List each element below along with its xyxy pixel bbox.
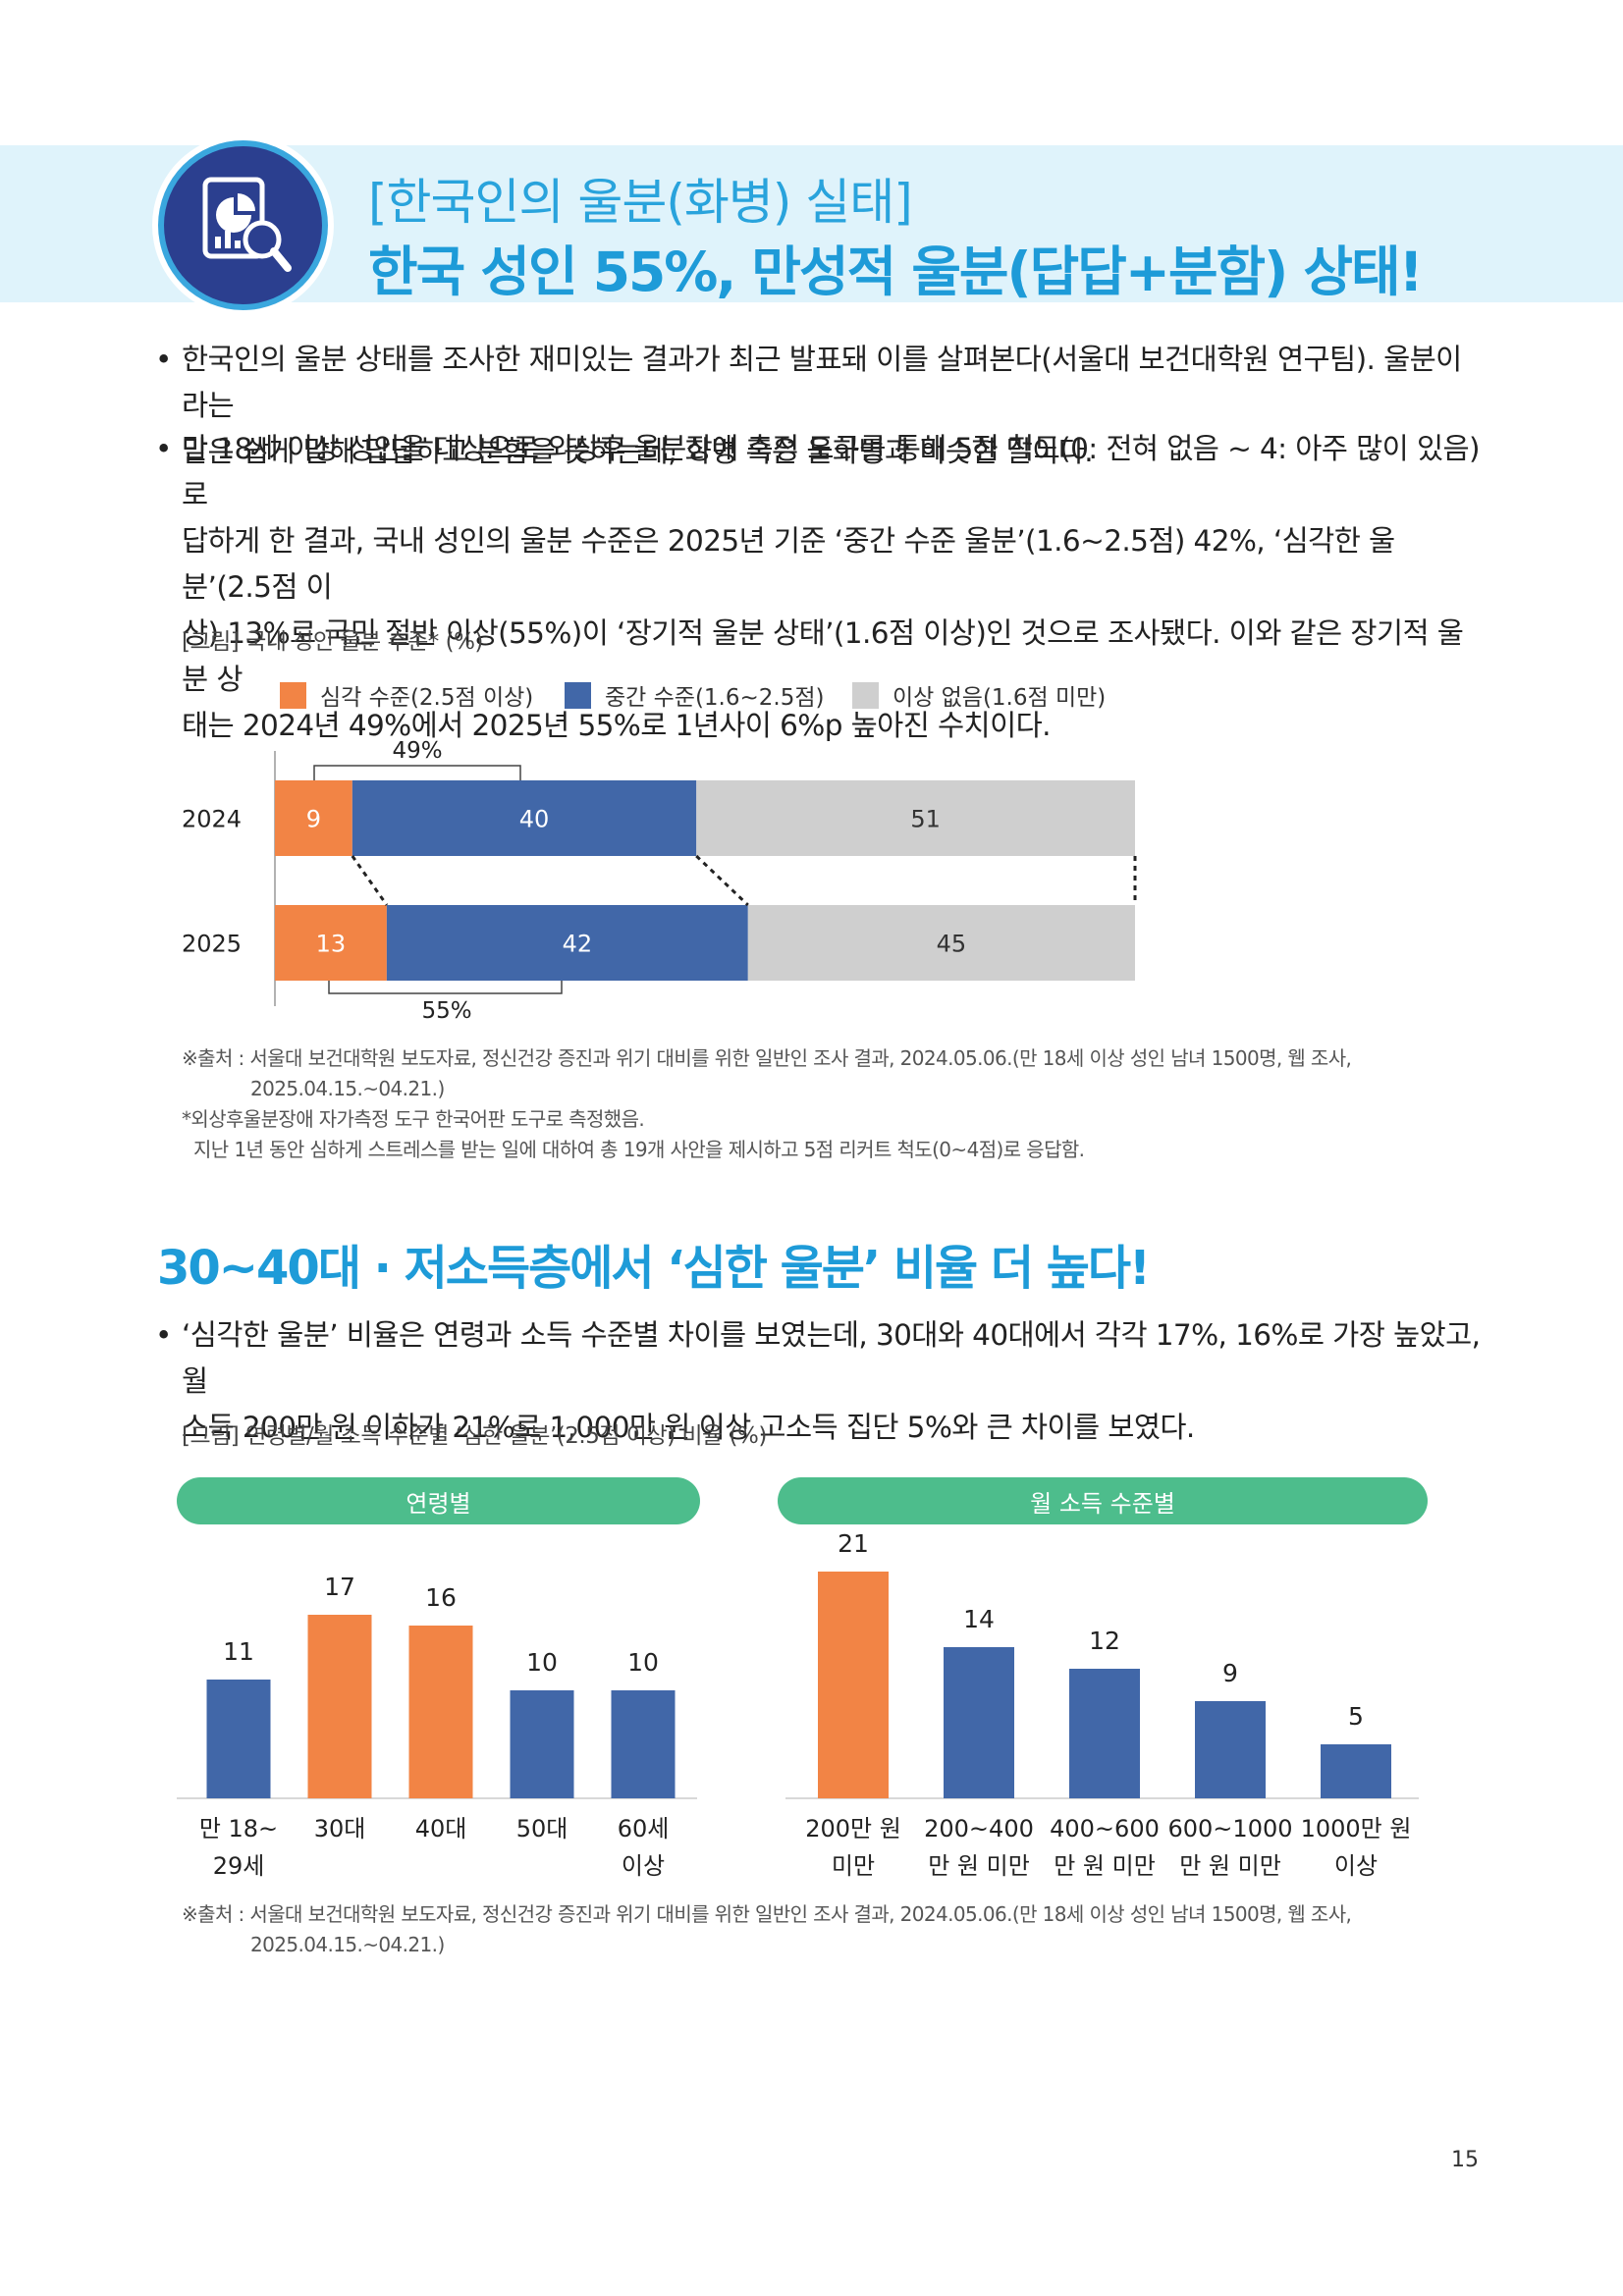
figure2-note: ※출처 : 서울대 보건대학원 보도자료, 정신건강 증진과 위기 대비를 위한… <box>182 1902 1352 1926</box>
intro-bullet-1: • 한국인의 울분 상태를 조사한 재미있는 결과가 최근 발표돼 이를 살펴본… <box>155 337 1483 475</box>
legend-item: 이상 없음(1.6점 미만) <box>852 677 1106 713</box>
income-bar-chart: 21 14 12 9 5 <box>785 1531 1419 1799</box>
bullet-line: 한국인의 울분 상태를 조사한 재미있는 결과가 최근 발표돼 이를 살펴본다(… <box>182 343 1462 422</box>
stacked-bar-segment <box>352 780 697 856</box>
data-label: 13 <box>316 931 347 958</box>
bar <box>1321 1744 1391 1798</box>
x-tick-label: 600~1000 만 원 미만 <box>1167 1815 1293 1880</box>
bracket <box>328 981 563 994</box>
page-number: 15 <box>1451 2148 1479 2172</box>
figure1-note: ※출처 : 서울대 보건대학원 보도자료, 정신건강 증진과 위기 대비를 위한… <box>182 1046 1352 1070</box>
data-label: 12 <box>1089 1627 1120 1655</box>
bracket-label: 55% <box>421 998 471 1021</box>
x-tick-label: 200~400 만 원 미만 <box>924 1815 1034 1880</box>
data-label: 17 <box>324 1573 355 1601</box>
page-title: 한국 성인 55%, 만성적 울분(답답+분함) 상태! <box>368 240 1424 303</box>
legend-swatch <box>280 681 306 709</box>
x-tick-label: 400~600 만 원 미만 <box>1050 1815 1160 1880</box>
legend-label: 이상 없음(1.6점 미만) <box>893 685 1107 711</box>
data-label: 42 <box>563 931 593 958</box>
legend-label: 심각 수준(2.5점 이상) <box>320 685 534 711</box>
legend-item: 심각 수준(2.5점 이상) <box>280 677 533 713</box>
category-label: 2025 <box>182 931 242 958</box>
x-tick-label: 60세 이상 <box>617 1815 670 1880</box>
bullet-line: 만 18세 이상 성인을 대상으로 외상후 울분장애 측정 도구를 통해 5점 … <box>182 432 1481 511</box>
figure1-note: *외상후울분장애 자가측정 도구 한국어판 도구로 측정했음. <box>182 1107 645 1131</box>
figure2-note: 2025.04.15.~04.21.) <box>250 1933 445 1956</box>
intro-bullet-2: • 만 18세 이상 성인을 대상으로 외상후 울분장애 측정 도구를 통해 5… <box>155 426 1483 749</box>
x-tick-label: 50대 <box>515 1815 568 1842</box>
x-tick-label: 1000만 원 이상 <box>1300 1815 1412 1880</box>
data-label: 5 <box>1348 1702 1364 1731</box>
data-label: 9 <box>306 806 321 833</box>
report-magnifier-icon <box>152 134 334 316</box>
data-label: 9 <box>1222 1659 1238 1687</box>
bullet-dot: • <box>155 1318 172 1352</box>
legend-swatch <box>565 681 591 709</box>
stacked-bar-segment <box>275 905 387 981</box>
stacked-bar-segment <box>747 905 1135 981</box>
stacked-bar-segment <box>696 780 1135 856</box>
data-label: 10 <box>526 1648 558 1677</box>
age-chart-header: 연령별 <box>177 1477 700 1524</box>
bar <box>1195 1701 1266 1798</box>
bullet-dot: • <box>155 432 172 465</box>
figure1-note: 지난 1년 동안 심하게 스트레스를 받는 일에 대하여 총 19개 사안을 제… <box>193 1138 1085 1161</box>
bar <box>408 1626 473 1798</box>
bullet-line: 태는 2024년 49%에서 2025년 55%로 1년사이 6%p 높아진 수… <box>182 709 1052 742</box>
section-title: 30~40대 · 저소득층에서 ‘심한 울분’ 비율 더 높다! <box>157 1241 1151 1296</box>
bar <box>206 1680 271 1798</box>
income-chart-header: 월 소득 수준별 <box>778 1477 1428 1524</box>
stacked-bar-segment <box>275 780 352 856</box>
bar <box>611 1690 676 1798</box>
bullet-line: ‘심각한 울분’ 비율은 연령과 소득 수준별 차이를 보였는데, 30대와 4… <box>182 1318 1481 1398</box>
data-label: 21 <box>838 1531 869 1558</box>
figure1-caption: [그림] 국내 성인 울분 수준* (%) <box>182 629 483 655</box>
legend-item: 중간 수준(1.6~2.5점) <box>565 677 824 713</box>
connector-line <box>351 855 389 906</box>
bullet-line: 말은 쉽게 말해 답답하고 분함을 뜻하는데, 화병 혹은 울화병과 비슷한 말… <box>182 435 1094 468</box>
data-label: 11 <box>223 1637 254 1666</box>
section2-bullet: • ‘심각한 울분’ 비율은 연령과 소득 수준별 차이를 보였는데, 30대와… <box>155 1312 1483 1451</box>
bullet-line: 상) 13%로 국민 절반 이상(55%)이 ‘장기적 울분 상태’(1.6점 … <box>182 616 1464 696</box>
data-label: 16 <box>425 1583 457 1612</box>
x-tick-label: 200만 원 미만 <box>805 1815 901 1880</box>
data-label: 14 <box>963 1605 995 1633</box>
data-label: 10 <box>627 1648 659 1677</box>
bar <box>944 1647 1014 1798</box>
figure1-note: 2025.04.15.~04.21.) <box>250 1077 445 1100</box>
bar <box>307 1615 372 1798</box>
stacked-bar-segment <box>386 905 748 981</box>
bullet-line: 답하게 한 결과, 국내 성인의 울분 수준은 2025년 기준 ‘중간 수준 … <box>182 524 1395 604</box>
bracket <box>313 765 521 780</box>
bullet-line: 소득 200만 원 이하가 21%로 1,000만 원 이상 고소득 집단 5%… <box>182 1411 1195 1444</box>
bar <box>510 1690 574 1798</box>
bar <box>1069 1669 1140 1798</box>
bracket-label: 49% <box>392 738 442 764</box>
x-tick-label: 30대 <box>313 1815 366 1842</box>
x-tick-label: 만 18~ 29세 <box>198 1815 279 1880</box>
figure2-caption: [그림] 연령별/월 소득 수준별 ‘심한 울분’(2.5점 이상) 비율 (%… <box>182 1423 767 1449</box>
data-label: 40 <box>519 806 550 833</box>
age-bar-chart: 11 17 16 10 10 <box>177 1573 697 1799</box>
data-label: 51 <box>910 806 941 833</box>
bullet-dot: • <box>155 343 172 376</box>
x-tick-label: 40대 <box>414 1815 467 1842</box>
stacked-bar-chart: 2024 9 40 51 2025 13 42 45 49% 55% <box>182 738 1137 1021</box>
category-label: 2024 <box>182 806 242 833</box>
connector-line <box>695 854 749 907</box>
header-kicker: [한국인의 울분(화병) 실태] <box>368 174 913 231</box>
legend-label: 중간 수준(1.6~2.5점) <box>605 685 825 711</box>
bar <box>818 1572 889 1798</box>
data-label: 45 <box>937 931 967 958</box>
legend-swatch <box>852 681 879 709</box>
